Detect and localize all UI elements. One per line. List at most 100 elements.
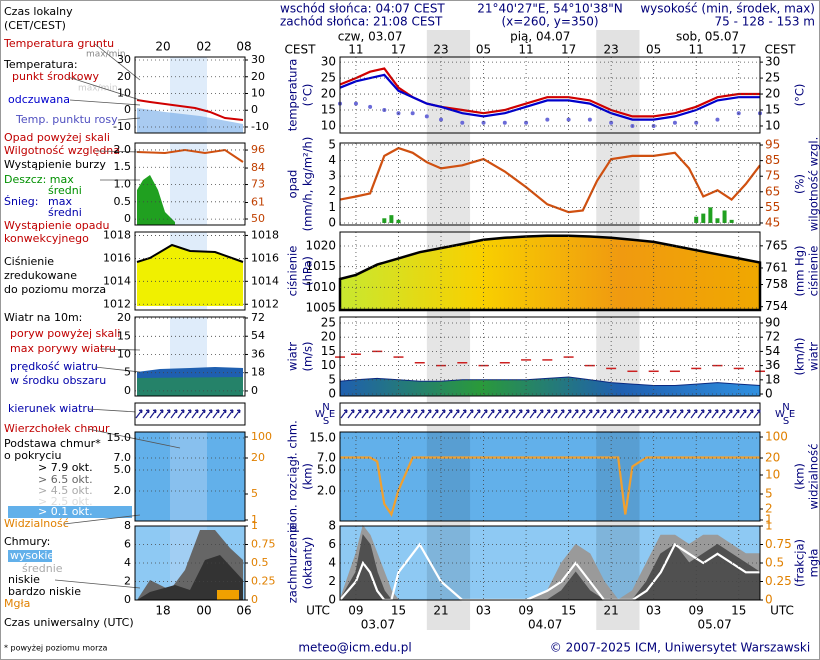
cest-tick-label: 11	[689, 43, 704, 57]
legend-item: średni	[48, 184, 82, 197]
y-tick-label: 15.0	[309, 431, 336, 445]
side-panel-frame	[134, 525, 246, 601]
wind-arrow	[683, 409, 691, 419]
compass-letter: N	[322, 402, 329, 413]
coords: 21°40'27"E, 54°10'38"N	[477, 2, 622, 16]
y2-axis-label: (°C)	[793, 84, 807, 107]
day-label: sob, 05.07	[676, 30, 739, 44]
side-tick2-label: 96	[251, 143, 265, 156]
side-tick2-label: 0.5	[251, 556, 269, 569]
legend-item: > 0.1 okt.	[38, 505, 93, 518]
side-tick2-label: 0	[251, 593, 258, 606]
dot	[481, 120, 486, 125]
legend-item: kierunek wiatru	[8, 402, 94, 415]
side-panel-bg	[135, 432, 245, 521]
wind-arrow	[452, 409, 460, 419]
side-tick2-label: 72	[251, 311, 265, 324]
wind-dir-bg	[339, 402, 761, 426]
side-tick2-label: 1016	[251, 251, 279, 264]
panel-frame	[339, 525, 761, 601]
y-tick-label: 1	[328, 200, 336, 214]
legend-item: konwekcyjnego	[4, 232, 89, 245]
side-tick2-label: 54	[251, 329, 265, 342]
day-label: czw, 03.07	[338, 30, 403, 44]
side-tick-label: -10	[113, 120, 131, 133]
y2-tick-label: 2	[765, 502, 773, 516]
legend-item: > 7.9 okt.	[38, 461, 93, 474]
wind-arrow	[382, 409, 390, 419]
utc-tick-label: 09	[689, 604, 704, 618]
y2-axis-label: widzialność	[807, 443, 820, 509]
side-tick2-label: 1018	[251, 228, 279, 241]
wind-arrow	[753, 409, 761, 419]
bar	[729, 219, 734, 223]
y-axis-label: temperatura	[286, 59, 300, 132]
side-decor	[136, 99, 244, 600]
area	[338, 234, 762, 312]
side-clouds-low	[137, 555, 243, 600]
legend-item: odczuwana	[8, 93, 70, 106]
y2-tick-label: 765	[765, 238, 788, 252]
side-tick-label: 4	[124, 556, 131, 569]
legend-item: Temperatura gruntu	[3, 37, 114, 50]
legend-item: bardzo niskie	[8, 585, 81, 598]
y2-axis-label: (km/h)	[793, 338, 807, 376]
wind-arrow	[648, 409, 656, 419]
wind-arrow	[550, 409, 558, 419]
wind-arrow	[515, 409, 523, 419]
legend-item: Widzialność	[4, 517, 69, 530]
wind-arrow	[170, 409, 178, 419]
dot	[545, 117, 550, 122]
footnote: * powyżej poziomu morza	[4, 644, 108, 653]
side-tick-label: 0	[124, 384, 131, 397]
night-band	[426, 57, 471, 133]
dot	[609, 120, 614, 125]
legend-item: (CET/CEST)	[4, 19, 66, 32]
side-tick2-label: 20	[251, 451, 265, 464]
cest-tick-label: 11	[348, 43, 363, 57]
side-tick-label: 8	[124, 519, 131, 532]
wind-arrow	[620, 409, 628, 419]
y-axis-label: (km)	[301, 463, 315, 490]
y2-tick-label: 1	[765, 519, 773, 533]
side-tick-label: 5	[124, 366, 131, 379]
wind-arrow	[557, 409, 565, 419]
wind-arrow	[711, 409, 719, 419]
y-tick-label: 2	[328, 184, 336, 198]
cest-tick-label: 17	[561, 43, 576, 57]
y2-tick-label: 0.5	[765, 556, 784, 570]
cest-tick-label: 05	[646, 43, 661, 57]
panel-frame	[339, 56, 761, 134]
side-tick-label: 15.0	[107, 431, 132, 444]
day-label: 04.07	[528, 618, 562, 632]
side-humidity	[136, 148, 244, 163]
y2-tick-label: 36	[765, 358, 780, 372]
side-pressure	[137, 245, 243, 306]
side-tick2-label: 1	[251, 513, 258, 526]
wind-arrow	[212, 409, 220, 419]
wind-arrow	[473, 409, 481, 419]
wind-arrow	[536, 409, 544, 419]
legend-item: > 2.5 okt.	[38, 495, 93, 508]
side-tick2-label: 30	[251, 53, 265, 66]
legend-item: max/min	[86, 50, 126, 60]
wind-arrow	[599, 409, 607, 419]
compass-letter: E	[789, 409, 795, 420]
side-tick2-label: -10	[251, 120, 269, 133]
dot	[460, 120, 465, 125]
y2-axis-label: (km)	[793, 463, 807, 490]
side-panel-frame	[134, 231, 246, 311]
side-time-top: 02	[196, 40, 211, 54]
y2-axis-label: ciśnienie	[807, 246, 820, 297]
y-axis-label: (hPa)	[301, 256, 315, 286]
y-axis-label: zachmurzenie	[286, 523, 300, 604]
side-tick2-label: 36	[251, 347, 265, 360]
cest-tick-label: 11	[518, 43, 533, 57]
y-axis-label: (mm/h, kg/m²/h)	[301, 137, 315, 232]
wind-arrow	[198, 409, 206, 419]
side-tick-label: 2	[124, 575, 131, 588]
wind-arrow	[226, 409, 234, 419]
y-tick-label: 1010	[305, 280, 336, 294]
y2-tick-label: 754	[765, 299, 788, 313]
side-band	[170, 432, 207, 521]
